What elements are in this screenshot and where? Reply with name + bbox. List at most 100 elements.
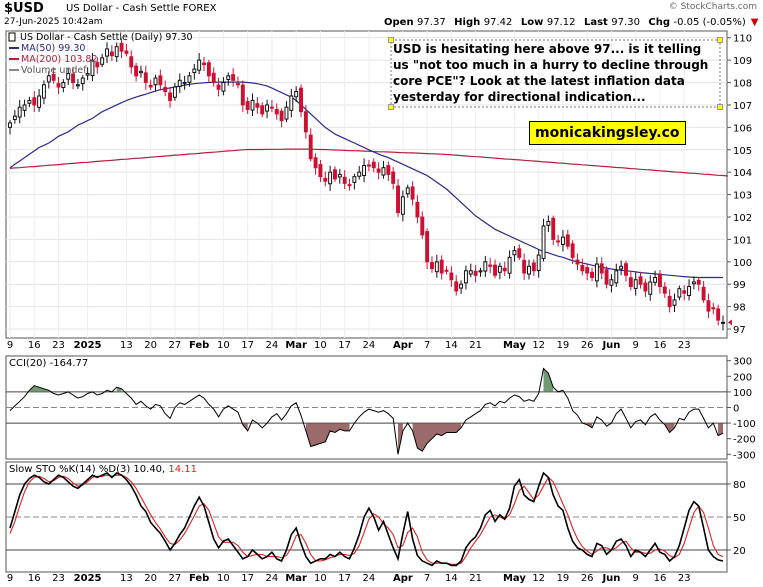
annotation-corner-handle [717, 104, 723, 110]
candle-body [37, 95, 42, 108]
xaxis-bottom-tick-label: 17 [338, 573, 351, 584]
annotation-corner-handle [717, 37, 723, 43]
candle-body [265, 104, 270, 112]
xaxis-bottom-tick-label: 20 [144, 573, 157, 584]
xaxis-mid-tick-label: 7 [424, 340, 430, 351]
xaxis-bottom-tick-label: 12 [532, 573, 545, 584]
xaxis-mid-tick-label: 24 [266, 340, 279, 351]
candle-body [240, 84, 245, 106]
candle-body [148, 84, 153, 88]
candle-body [430, 262, 434, 270]
xaxis-mid-tick-label: 2025 [74, 340, 102, 351]
candle-body [129, 56, 134, 68]
candle-body [585, 267, 590, 274]
xaxis-mid-tick-label: 21 [469, 340, 482, 351]
candle-body [303, 111, 308, 133]
xaxis-bottom-tick-label: 9 [633, 573, 639, 584]
stockcharts-brand[interactable]: © StockCharts.com [668, 2, 757, 12]
candle-body [531, 262, 536, 272]
price-axis-tick-label: 108 [733, 79, 752, 90]
candle-body [22, 104, 27, 111]
high-value: 97.42 [483, 17, 513, 28]
candle-body [638, 276, 643, 285]
website-label[interactable]: monicakingsley.co [529, 121, 686, 145]
candle-body [463, 270, 468, 284]
ma200-line [9, 148, 728, 177]
xaxis-mid-tick-label: 13 [120, 340, 133, 351]
candle-body [493, 264, 497, 276]
candle-body [488, 264, 493, 267]
candle-body [284, 106, 289, 120]
candle-body [691, 281, 696, 285]
candle-body [556, 240, 561, 243]
candle-body [667, 295, 672, 308]
candle-body [138, 70, 143, 74]
candle-body [357, 171, 362, 177]
xaxis-mid-tick-label: 20 [144, 340, 157, 351]
candle-body [119, 42, 124, 52]
candle-body [206, 62, 211, 77]
candle-body [56, 83, 61, 88]
xaxis-mid-tick-label: 26 [581, 340, 594, 351]
candle-body [279, 110, 284, 122]
candle-body [405, 187, 410, 195]
candle-body [507, 256, 512, 274]
candle-body [590, 271, 595, 278]
candle-body [599, 263, 604, 274]
down-arrow-icon: ▼ [750, 17, 759, 28]
cci-oversold-fill [718, 423, 723, 436]
xaxis-bottom-tick-label: May [503, 573, 526, 584]
open-value: 97.37 [417, 17, 446, 28]
candle-body [80, 77, 85, 85]
candle-body [648, 281, 653, 295]
cci-axis-tick-label: 100 [733, 388, 752, 399]
candle-body [362, 164, 367, 177]
annotation-corner-handle [388, 37, 394, 43]
candle-body [662, 286, 667, 294]
candle-body [580, 265, 585, 272]
cci-overbought-fill [116, 387, 122, 392]
legend-candle-swatch [8, 32, 16, 42]
cci-axis-tick-label: 200 [733, 372, 752, 383]
candle-body [517, 248, 522, 258]
cci-line [9, 367, 724, 455]
candle-body [61, 82, 66, 89]
last-price-marker [728, 319, 732, 326]
candle-body [202, 62, 206, 66]
instrument-name: US Dollar - Cash Settle FOREX [66, 3, 217, 14]
xaxis-mid-tick-label: 23 [678, 340, 691, 351]
candle-body [527, 265, 531, 275]
xaxis-bottom-tick-label: 23 [52, 573, 65, 584]
candle-body [449, 272, 454, 281]
candle-body [478, 270, 483, 273]
legend-label: Volume undef [21, 65, 87, 76]
price-axis-tick-label: 105 [733, 146, 752, 157]
candle-body [502, 267, 507, 272]
candle-body [609, 279, 614, 286]
xaxis-bottom-tick-label: 23 [678, 573, 691, 584]
xaxis-bottom-tick-label: 2025 [74, 573, 102, 584]
candle-body [294, 91, 299, 98]
xaxis-bottom-tick-label: 21 [469, 573, 482, 584]
ma50-line [9, 81, 723, 279]
candle-body [12, 115, 17, 121]
sto-title: Slow STO %K(14) %D(3) 10.40, 14.11 [9, 464, 197, 475]
candle-body [468, 270, 473, 275]
candle-body [696, 279, 701, 285]
xaxis-bottom-tick-label: 26 [581, 573, 594, 584]
candle-body [672, 299, 677, 306]
candle-body [376, 168, 381, 173]
candle-body [454, 281, 459, 292]
price-axis-tick-label: 101 [733, 235, 752, 246]
sto-axis-tick-label: 20 [733, 546, 746, 557]
xaxis-mid-tick-label: 24 [363, 340, 376, 351]
candle-body [114, 46, 119, 58]
candle-body [100, 57, 105, 65]
sto-axis-tick-label: 50 [733, 513, 746, 524]
last-value: 97.30 [611, 17, 640, 28]
xaxis-mid-tick-label: 17 [338, 340, 351, 351]
xaxis-bottom-tick-label: 27 [169, 573, 182, 584]
candle-body [386, 165, 391, 175]
cci-title: CCI(20) -164.77 [9, 358, 88, 369]
xaxis-bottom-tick-label: 16 [654, 573, 667, 584]
